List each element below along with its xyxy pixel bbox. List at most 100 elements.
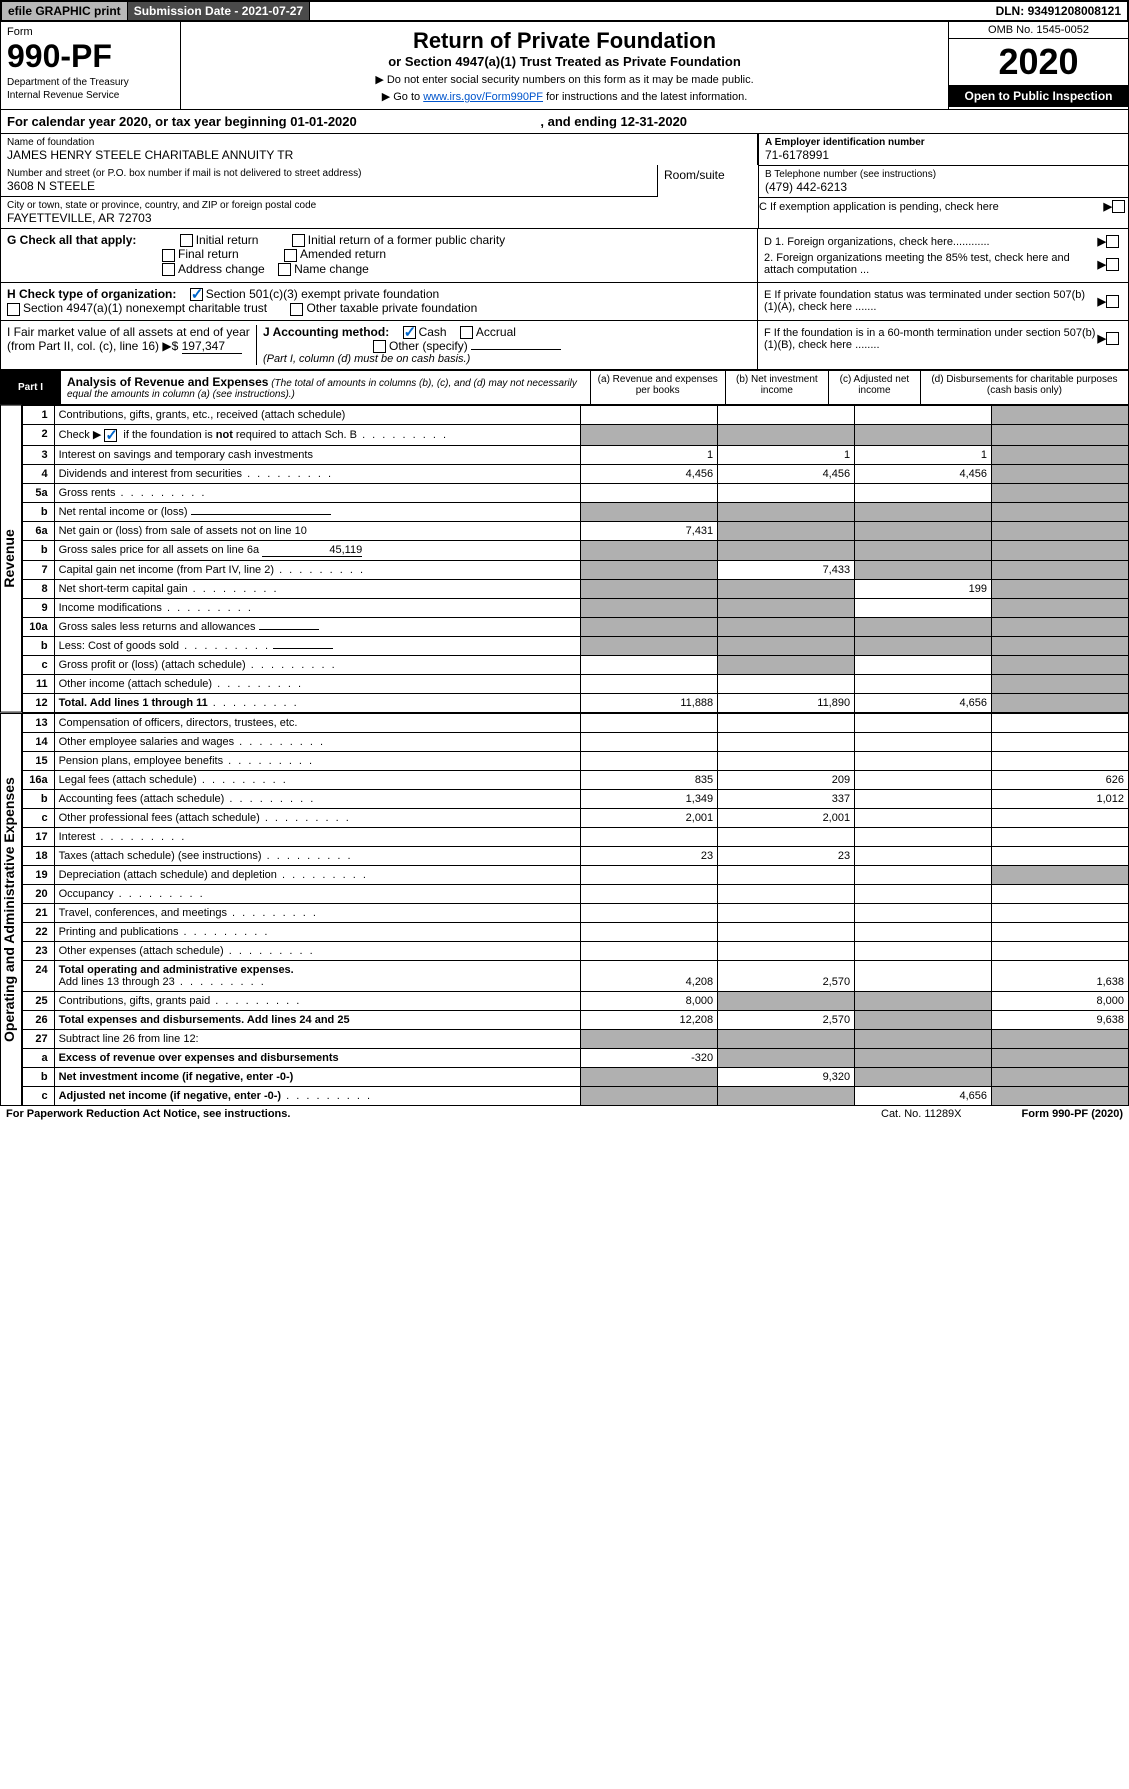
line-7: 7Capital gain net income (from Part IV, …: [23, 560, 1129, 579]
city-state-zip: FAYETTEVILLE, AR 72703: [7, 211, 752, 225]
open-to-public: Open to Public Inspection: [949, 85, 1128, 107]
other-taxable-checkbox[interactable]: [290, 303, 303, 316]
line-10a: 10aGross sales less returns and allowanc…: [23, 617, 1129, 636]
line-8: 8Net short-term capital gain199: [23, 579, 1129, 598]
form-number: 990-PF: [7, 38, 174, 75]
line-27c: cAdjusted net income (if negative, enter…: [23, 1086, 1129, 1105]
footer: For Paperwork Reduction Act Notice, see …: [0, 1106, 1129, 1122]
line-11: 11Other income (attach schedule): [23, 674, 1129, 693]
omb-number: OMB No. 1545-0052: [949, 22, 1128, 39]
calendar-year-row: For calendar year 2020, or tax year begi…: [0, 110, 1129, 134]
goto-note: ▶ Go to www.irs.gov/Form990PF for instru…: [187, 90, 942, 103]
foundation-name: JAMES HENRY STEELE CHARITABLE ANNUITY TR: [7, 148, 751, 162]
line-9: 9Income modifications: [23, 598, 1129, 617]
col-d-header: (d) Disbursements for charitable purpose…: [920, 371, 1128, 405]
line-10c: cGross profit or (loss) (attach schedule…: [23, 655, 1129, 674]
dept-treasury: Department of the Treasury: [7, 77, 174, 88]
line-26: 26Total expenses and disbursements. Add …: [23, 1010, 1129, 1029]
expenses-vert-label: Operating and Administrative Expenses: [0, 713, 22, 1106]
line-6a: 6aNet gain or (loss) from sale of assets…: [23, 521, 1129, 540]
section-g-d: G Check all that apply: Initial return I…: [0, 229, 1129, 283]
city-label: City or town, state or province, country…: [7, 200, 752, 211]
line-3: 3Interest on savings and temporary cash …: [23, 445, 1129, 464]
f-checkbox[interactable]: [1106, 332, 1119, 345]
other-method-checkbox[interactable]: [373, 340, 386, 353]
dept-irs: Internal Revenue Service: [7, 90, 174, 101]
cash-checkbox[interactable]: [403, 326, 416, 339]
line-12: 12Total. Add lines 1 through 1111,88811,…: [23, 693, 1129, 712]
i-block: I Fair market value of all assets at end…: [7, 325, 257, 366]
e-checkbox[interactable]: [1106, 295, 1119, 308]
form-id-block: Form 990-PF Department of the Treasury I…: [1, 22, 181, 109]
part1-label: Part I: [1, 371, 61, 405]
room-label: Room/suite: [664, 168, 752, 182]
line-27b: bNet investment income (if negative, ent…: [23, 1067, 1129, 1086]
address: 3608 N STEELE: [7, 179, 651, 193]
line-16b: bAccounting fees (attach schedule)1,3493…: [23, 789, 1129, 808]
schb-checkbox[interactable]: [104, 429, 117, 442]
line-20: 20Occupancy: [23, 884, 1129, 903]
line-22: 22Printing and publications: [23, 922, 1129, 941]
accrual-checkbox[interactable]: [460, 326, 473, 339]
line-6b: bGross sales price for all assets on lin…: [23, 540, 1129, 560]
line-21: 21Travel, conferences, and meetings: [23, 903, 1129, 922]
footer-right: Form 990-PF (2020): [1022, 1108, 1123, 1120]
year-block: OMB No. 1545-0052 2020 Open to Public In…: [948, 22, 1128, 109]
ein-label: A Employer identification number: [765, 137, 1122, 148]
j-note: (Part I, column (d) must be on cash basi…: [263, 353, 751, 365]
4947-checkbox[interactable]: [7, 303, 20, 316]
irs-link[interactable]: www.irs.gov/Form990PF: [423, 91, 543, 103]
addr-label: Number and street (or P.O. box number if…: [7, 168, 651, 179]
line-13: 13Compensation of officers, directors, t…: [23, 713, 1129, 732]
j-block: J Accounting method: Cash Accrual Other …: [257, 325, 751, 366]
initial-former-checkbox[interactable]: [292, 234, 305, 247]
address-change-checkbox[interactable]: [162, 263, 175, 276]
line-25: 25Contributions, gifts, grants paid8,000…: [23, 991, 1129, 1010]
part1-title-cell: Analysis of Revenue and Expenses (The to…: [61, 371, 591, 405]
g-row: G Check all that apply: Initial return I…: [7, 233, 751, 247]
col-c-header: (c) Adjusted net income: [828, 371, 920, 405]
line-16a: 16aLegal fees (attach schedule)835209626: [23, 770, 1129, 789]
h-row: H Check type of organization: Section 50…: [7, 287, 751, 301]
line-15: 15Pension plans, employee benefits: [23, 751, 1129, 770]
c-label: C If exemption application is pending, c…: [759, 201, 1104, 213]
line-27a: aExcess of revenue over expenses and dis…: [23, 1048, 1129, 1067]
dln: DLN: 93491208008121: [990, 2, 1127, 20]
form-header: Form 990-PF Department of the Treasury I…: [0, 22, 1129, 110]
line-23: 23Other expenses (attach schedule): [23, 941, 1129, 960]
phone: (479) 442-6213: [765, 180, 1122, 194]
section-h-e: H Check type of organization: Section 50…: [0, 283, 1129, 321]
d1-checkbox[interactable]: [1106, 235, 1119, 248]
form-subtitle: or Section 4947(a)(1) Trust Treated as P…: [187, 54, 942, 69]
revenue-section: Revenue 1Contributions, gifts, grants, e…: [0, 405, 1129, 713]
tax-year: 2020: [949, 39, 1128, 85]
c-checkbox[interactable]: [1112, 200, 1125, 213]
final-return-checkbox[interactable]: [162, 249, 175, 262]
form-title-block: Return of Private Foundation or Section …: [181, 22, 948, 109]
d1-label: D 1. Foreign organizations, check here..…: [764, 236, 1098, 248]
d2-checkbox[interactable]: [1106, 258, 1119, 271]
revenue-vert-label: Revenue: [0, 405, 22, 713]
amended-return-checkbox[interactable]: [284, 249, 297, 262]
form-title: Return of Private Foundation: [187, 28, 942, 54]
identity-grid: Name of foundation JAMES HENRY STEELE CH…: [0, 134, 1129, 229]
footer-left: For Paperwork Reduction Act Notice, see …: [6, 1108, 290, 1120]
501c3-checkbox[interactable]: [190, 288, 203, 301]
ssn-note: ▶ Do not enter social security numbers o…: [187, 73, 942, 86]
expenses-section: Operating and Administrative Expenses 13…: [0, 713, 1129, 1106]
f-label: F If the foundation is in a 60-month ter…: [764, 327, 1098, 351]
col-b-header: (b) Net investment income: [725, 371, 828, 405]
efile-label[interactable]: efile GRAPHIC print: [2, 2, 128, 20]
name-change-checkbox[interactable]: [278, 263, 291, 276]
e-label: E If private foundation status was termi…: [764, 289, 1098, 313]
initial-return-checkbox[interactable]: [180, 234, 193, 247]
footer-cat: Cat. No. 11289X: [881, 1108, 962, 1120]
line-1: 1Contributions, gifts, grants, etc., rec…: [23, 406, 1129, 425]
ein: 71-6178991: [765, 148, 1122, 162]
d2-label: 2. Foreign organizations meeting the 85%…: [764, 252, 1098, 276]
section-i-j-f: I Fair market value of all assets at end…: [0, 321, 1129, 371]
line-4: 4Dividends and interest from securities4…: [23, 464, 1129, 483]
line-17: 17Interest: [23, 827, 1129, 846]
line-5a: 5aGross rents: [23, 483, 1129, 502]
phone-label: B Telephone number (see instructions): [765, 169, 1122, 180]
